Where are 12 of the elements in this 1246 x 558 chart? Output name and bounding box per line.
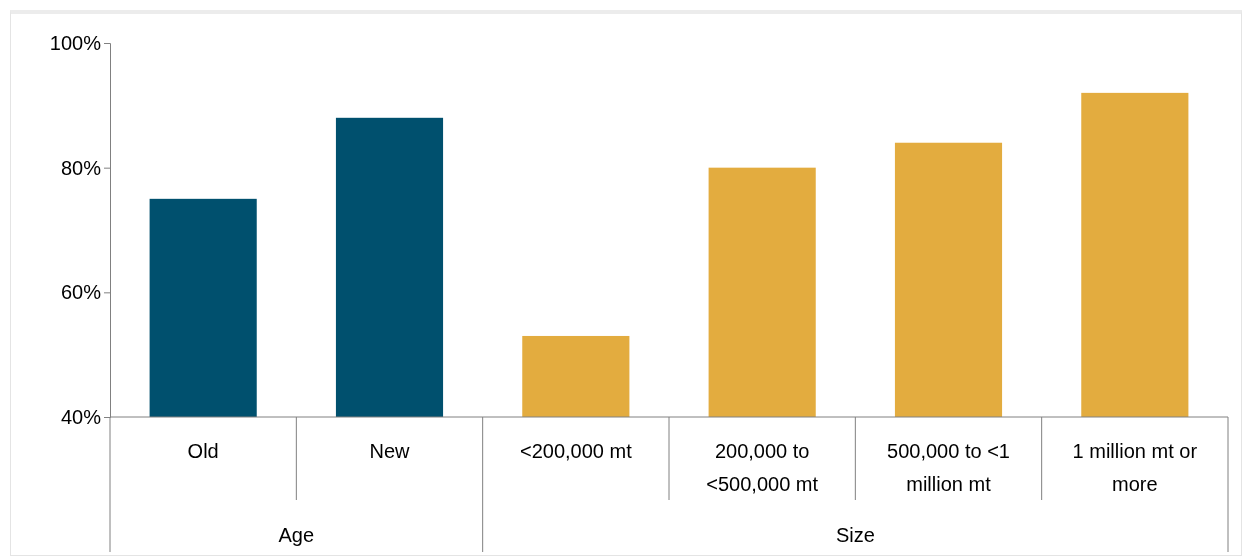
y-tick-label: 100% bbox=[49, 31, 102, 54]
x-tick-label: <200,000 mt bbox=[519, 440, 633, 462]
x-tick-label: New bbox=[369, 440, 411, 462]
text: Size bbox=[835, 524, 875, 546]
x-tick-label: 1 million mt or more bbox=[1072, 440, 1198, 495]
text: Age bbox=[278, 524, 315, 546]
x-tick-label: Old bbox=[187, 440, 219, 462]
y-tick-label: 60% bbox=[60, 281, 102, 304]
y-tick-label: 40% bbox=[60, 405, 102, 428]
x-tick-label: 500,000 to <1 million mt bbox=[887, 440, 1010, 495]
y-tick-label: 80% bbox=[60, 156, 102, 179]
x-tick-label: 200,000 to <500,000 mt bbox=[706, 440, 819, 495]
